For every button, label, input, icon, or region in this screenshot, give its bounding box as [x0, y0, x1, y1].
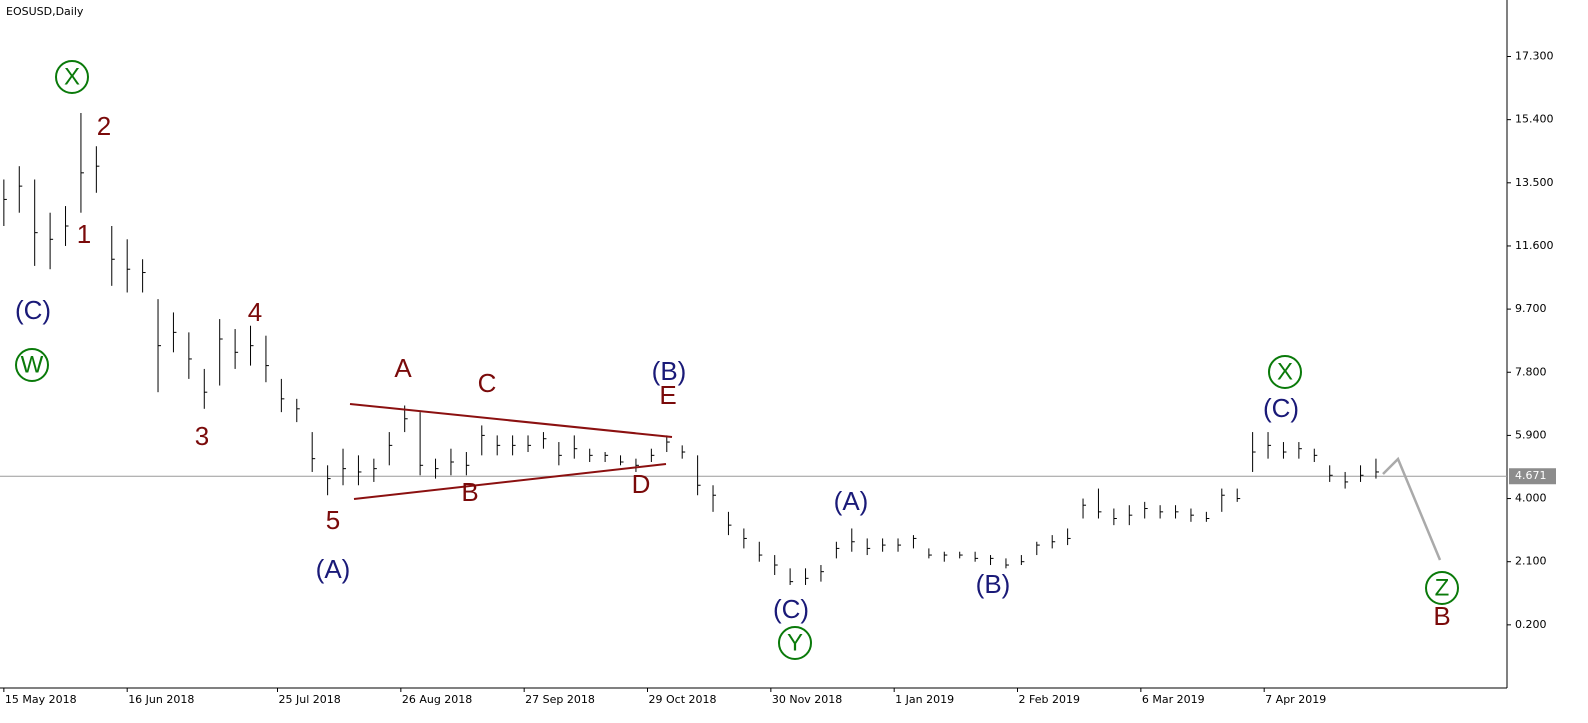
- y-tick-label: 9.700: [1515, 302, 1547, 315]
- wave-label: (C): [15, 295, 51, 325]
- y-tick-label: 0.200: [1515, 618, 1547, 631]
- y-tick-label: 13.500: [1515, 176, 1554, 189]
- y-tick-label: 4.000: [1515, 492, 1547, 505]
- wave-label: B: [1433, 601, 1450, 631]
- x-tick-label: 15 May 2018: [5, 693, 77, 706]
- projection: [1382, 456, 1442, 561]
- wave-label: Z: [1435, 574, 1450, 601]
- x-tick-label: 1 Jan 2019: [895, 693, 954, 706]
- wave-label: (B): [976, 569, 1011, 599]
- x-tick-label: 30 Nov 2018: [772, 693, 842, 706]
- wave-label: X: [1277, 358, 1293, 385]
- wave-label: (A): [316, 554, 351, 584]
- wave-label: A: [394, 353, 412, 383]
- wave-label: (B): [652, 356, 687, 386]
- wave-label: X: [64, 63, 80, 90]
- wave-label: (C): [773, 594, 809, 624]
- wave-label: Y: [787, 629, 803, 656]
- chart-title: EOSUSD,Daily: [6, 5, 84, 18]
- wave-label: 2: [97, 111, 111, 141]
- x-tick-label: 7 Apr 2019: [1265, 693, 1326, 706]
- wave-circle: [1425, 571, 1459, 605]
- wave-circle: [55, 60, 89, 94]
- y-tick-label: 17.300: [1515, 50, 1554, 63]
- wave-label: D: [632, 469, 651, 499]
- wave-circle: [778, 626, 812, 660]
- wave-label: 4: [248, 297, 262, 327]
- triangle-lower: [353, 463, 667, 500]
- triangle-upper: [349, 403, 673, 438]
- x-tick-label: 27 Sep 2018: [525, 693, 595, 706]
- x-tick-label: 29 Oct 2018: [649, 693, 717, 706]
- wave-label: (C): [1263, 393, 1299, 423]
- wave-circle: [1268, 355, 1302, 389]
- y-tick-label: 11.600: [1515, 239, 1554, 252]
- x-tick-label: 6 Mar 2019: [1142, 693, 1205, 706]
- y-tick-label: 7.800: [1515, 365, 1547, 378]
- x-tick-label: 2 Feb 2019: [1019, 693, 1080, 706]
- wave-circle: [15, 348, 49, 382]
- wave-label: E: [659, 380, 676, 410]
- x-tick-label: 16 Jun 2018: [128, 693, 194, 706]
- y-tick-label: 15.400: [1515, 113, 1554, 126]
- y-tick-label: 5.900: [1515, 428, 1547, 441]
- current-price-label: 4.671: [1515, 469, 1547, 482]
- wave-label: (A): [834, 486, 869, 516]
- current-price-box: [1509, 468, 1556, 485]
- wave-label: C: [478, 368, 497, 398]
- wave-label: 5: [326, 505, 340, 535]
- wave-label: 3: [195, 421, 209, 451]
- y-tick-label: 2.100: [1515, 555, 1547, 568]
- wave-label: B: [461, 477, 478, 507]
- x-tick-label: 25 Jul 2018: [279, 693, 341, 706]
- x-tick-label: 26 Aug 2018: [402, 693, 472, 706]
- wave-label: 1: [77, 219, 91, 249]
- wave-label: W: [21, 351, 44, 378]
